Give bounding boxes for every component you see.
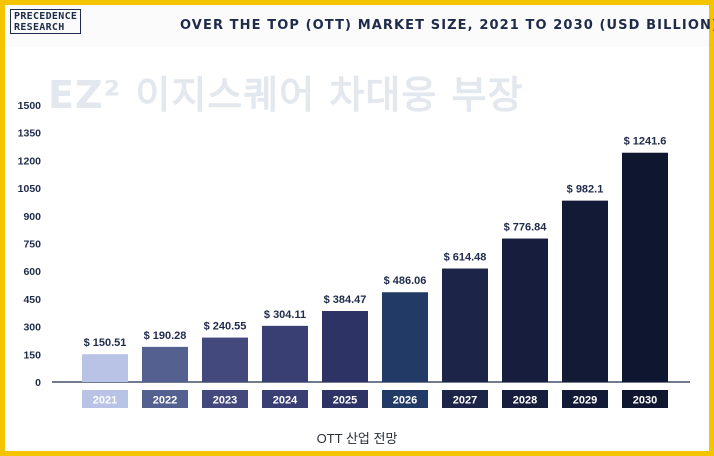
category-label-2030: 2030 <box>633 395 657 407</box>
category-label-2022: 2022 <box>153 395 177 407</box>
value-label-2024: $ 304.11 <box>264 309 306 321</box>
value-label-2025: $ 384.47 <box>324 294 367 306</box>
bar-2028 <box>502 238 548 382</box>
category-chip-2023 <box>202 390 248 408</box>
bar-2026 <box>382 292 428 382</box>
category-label-2026: 2026 <box>393 395 417 407</box>
y-tick-label: 1200 <box>18 155 42 167</box>
category-label-2029: 2029 <box>573 395 597 407</box>
watermark-text: EZ² 이지스퀘어 차대웅 부장 <box>48 73 524 117</box>
logo-line-1: PRECEDENCE <box>14 11 78 22</box>
y-tick-label: 750 <box>23 239 41 251</box>
x-axis-categories: 2021 2022 2023 2024 2025 2026 2027 2028 2029 2030 <box>82 390 668 408</box>
category-chip-2021 <box>82 390 128 408</box>
y-tick-label: 1500 <box>18 100 42 112</box>
value-label-2023: $ 240.55 <box>204 321 247 333</box>
category-label-2025: 2025 <box>333 395 357 407</box>
y-tick-label: 300 <box>23 322 41 334</box>
category-label-2027: 2027 <box>453 395 477 407</box>
y-tick-label: 900 <box>23 211 41 223</box>
category-chip-2028 <box>502 390 548 408</box>
category-chip-2027 <box>442 390 488 408</box>
bar-2030 <box>622 152 668 382</box>
value-labels: $ 150.51 $ 190.28 $ 240.55 $ 304.11 $ 384.47… <box>84 136 667 349</box>
category-chip-2025 <box>322 390 368 408</box>
category-label-2021: 2021 <box>93 395 117 407</box>
value-label-2027: $ 614.48 <box>444 252 487 264</box>
y-tick-label: 450 <box>23 294 41 306</box>
y-tick-label: 150 <box>23 349 41 361</box>
y-tick-label: 0 <box>35 377 41 389</box>
chart-caption: OTT 산업 전망 <box>316 431 398 446</box>
value-label-2029: $ 982.1 <box>567 184 604 196</box>
y-axis: 0 150 300 450 600 750 900 1050 1200 1350 1500 <box>18 100 690 389</box>
bar-2027 <box>442 268 488 382</box>
bar-2024 <box>262 325 308 382</box>
logo-line-2: RESEARCH <box>14 22 65 33</box>
bars <box>82 152 668 382</box>
precedence-research-logo: PRECEDENCE RESEARCH <box>10 9 82 34</box>
bar-2021 <box>82 354 128 382</box>
value-label-2028: $ 776.84 <box>504 222 548 234</box>
value-label-2026: $ 486.06 <box>384 275 427 287</box>
y-tick-label: 1350 <box>18 128 42 140</box>
category-chip-2030 <box>622 390 668 408</box>
category-chip-2029 <box>562 390 608 408</box>
category-label-2023: 2023 <box>213 395 237 407</box>
category-chip-2022 <box>142 390 188 408</box>
bar-2023 <box>202 337 248 382</box>
header-band <box>5 5 709 47</box>
category-label-2028: 2028 <box>513 395 537 407</box>
bar-2025 <box>322 311 368 382</box>
y-tick-label: 1050 <box>18 183 42 195</box>
value-label-2021: $ 150.51 <box>84 337 127 349</box>
y-tick-label: 600 <box>23 266 41 278</box>
category-label-2024: 2024 <box>273 395 298 407</box>
category-chip-2024 <box>262 390 308 408</box>
value-label-2030: $ 1241.6 <box>624 136 667 148</box>
chart-title: OVER THE TOP (OTT) MARKET SIZE, 2021 TO … <box>180 18 714 33</box>
category-chip-2026 <box>382 390 428 408</box>
value-label-2022: $ 190.28 <box>144 330 187 342</box>
bar-2022 <box>142 346 188 382</box>
bar-2029 <box>562 200 608 382</box>
